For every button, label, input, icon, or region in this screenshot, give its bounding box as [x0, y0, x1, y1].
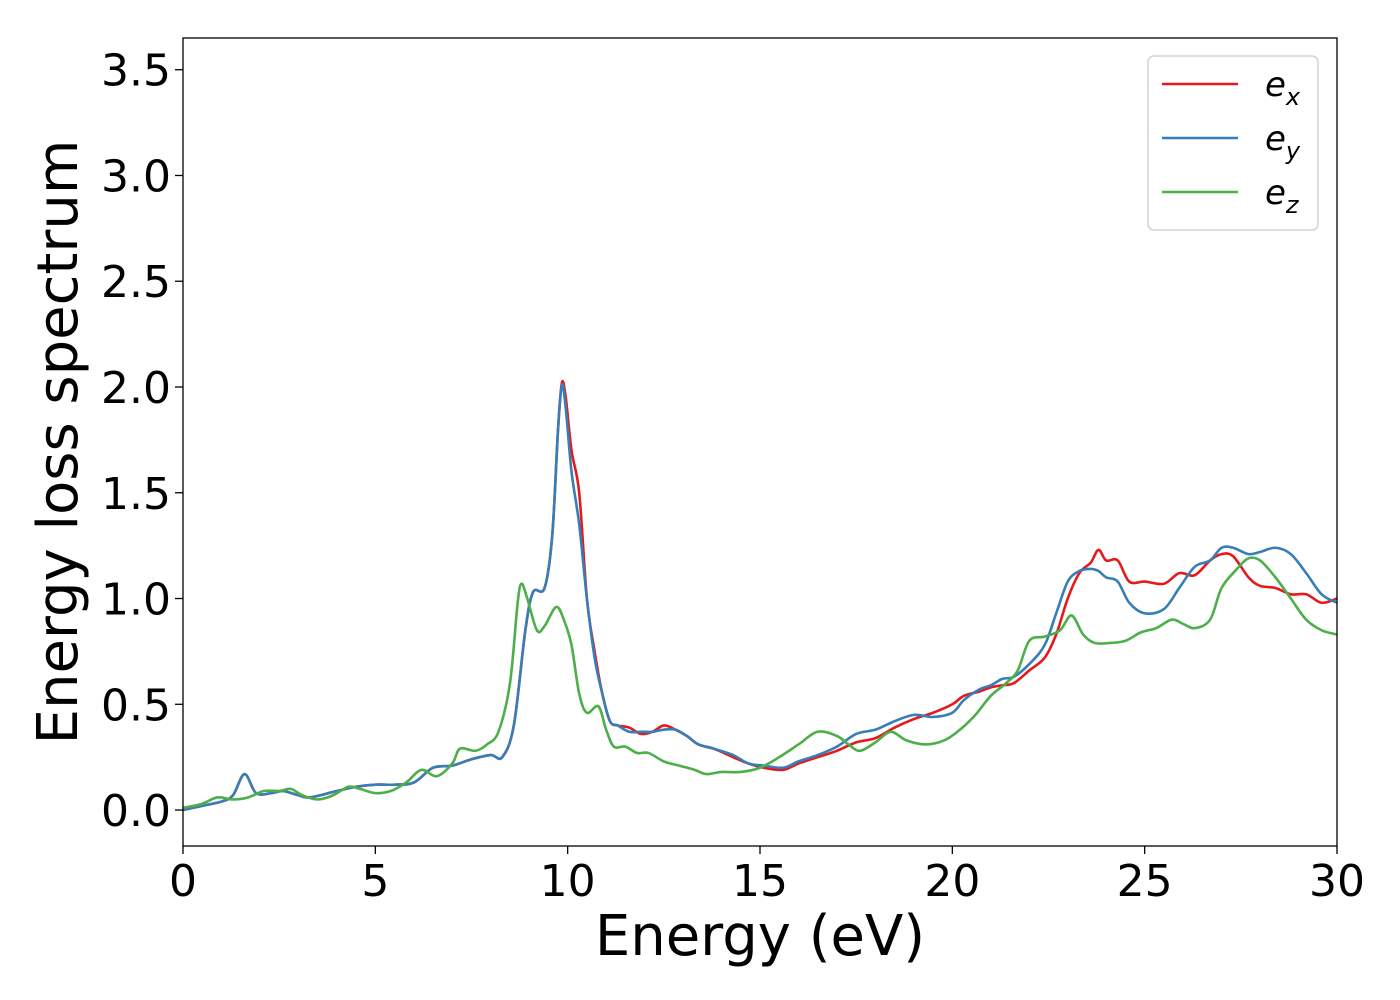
legend-label-subscript: x	[1285, 83, 1301, 111]
legend-label-base: e	[1265, 173, 1286, 213]
y-tick-label: 1.0	[101, 575, 171, 626]
legend-label-subscript: z	[1285, 191, 1300, 219]
legend-box	[1147, 55, 1319, 231]
y-tick-label: 0.5	[101, 680, 171, 731]
legend-label-base: e	[1265, 65, 1286, 105]
x-tick-label: 20	[924, 856, 980, 907]
legend-label-y: ey	[1265, 119, 1301, 165]
x-tick-label: 25	[1117, 856, 1173, 907]
legend-label-x: ex	[1265, 65, 1301, 111]
y-tick-label: 3.0	[101, 151, 171, 202]
legend-label-base: e	[1265, 119, 1286, 159]
legend-label-z: ez	[1265, 173, 1300, 219]
series-line-x	[183, 379, 1337, 812]
x-tick-label: 5	[361, 856, 389, 907]
y-tick-label: 3.5	[101, 46, 171, 97]
x-tick-label: 10	[540, 856, 596, 907]
x-axis: 0 5 10 15 20 25 30	[169, 846, 1365, 907]
legend-label-subscript: y	[1285, 137, 1301, 165]
y-axis: 0.0 0.5 1.0 1.5 2.0 2.5 3.0 3.5	[101, 46, 183, 837]
y-tick-label: 1.5	[101, 469, 171, 520]
y-tick-label: 2.0	[101, 363, 171, 414]
x-tick-label: 15	[732, 856, 788, 907]
y-axis-label: Energy loss spectrum	[26, 140, 91, 745]
x-tick-label: 30	[1309, 856, 1365, 907]
x-tick-label: 0	[169, 856, 197, 907]
series-layer	[183, 379, 1337, 812]
x-axis-label: Energy (eV)	[595, 904, 925, 969]
series-line-y	[183, 382, 1337, 812]
y-tick-label: 0.0	[101, 786, 171, 837]
series-line-z	[183, 556, 1337, 810]
y-tick-label: 2.5	[101, 257, 171, 308]
